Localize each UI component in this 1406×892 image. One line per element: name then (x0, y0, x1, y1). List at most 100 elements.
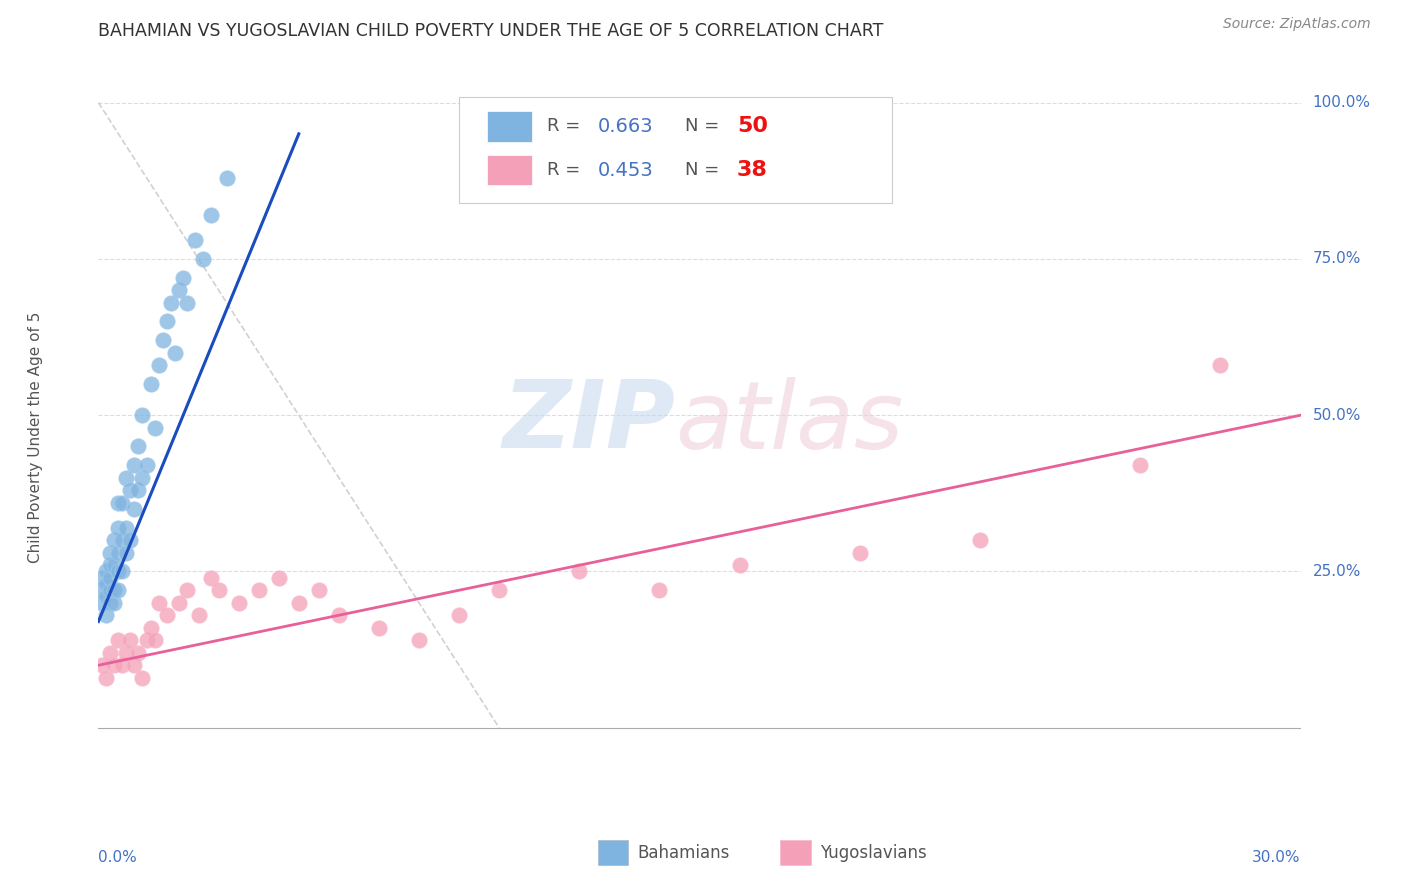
Point (408, 633, 430, 648)
Point (124, 658, 146, 673)
FancyBboxPatch shape (458, 97, 891, 203)
Point (176, 295, 198, 310)
Text: 0.453: 0.453 (598, 161, 652, 179)
Point (969, 533, 991, 548)
Point (368, 621, 391, 635)
Point (111, 565, 134, 579)
Text: N =: N = (685, 117, 725, 136)
Point (91, 571, 114, 585)
Point (91, 658, 114, 673)
Point (100, 646, 122, 660)
Point (96, 577, 118, 591)
Point (135, 458, 157, 473)
Point (447, 608, 470, 623)
Point (100, 558, 122, 573)
Text: 75.0%: 75.0% (1313, 252, 1361, 267)
Point (111, 533, 134, 548)
Point (288, 596, 311, 610)
Text: atlas: atlas (675, 377, 904, 468)
Point (120, 533, 142, 548)
Point (115, 646, 138, 660)
Point (215, 170, 238, 185)
Text: Yugoslavians: Yugoslavians (820, 844, 927, 862)
Text: 50: 50 (737, 116, 768, 136)
Point (103, 596, 125, 610)
Point (172, 270, 194, 285)
Point (96, 565, 118, 579)
Point (728, 558, 751, 573)
Point (328, 608, 350, 623)
Point (124, 502, 146, 516)
Text: BAHAMIAN VS YUGOSLAVIAN CHILD POVERTY UNDER THE AGE OF 5 CORRELATION CHART: BAHAMIAN VS YUGOSLAVIAN CHILD POVERTY UN… (98, 22, 884, 40)
Point (267, 571, 290, 585)
Point (115, 521, 138, 535)
Text: R =: R = (547, 161, 586, 179)
Bar (486, 154, 533, 186)
Point (128, 646, 150, 660)
Point (111, 658, 134, 673)
Point (103, 558, 125, 573)
Point (308, 583, 330, 598)
Point (107, 546, 129, 560)
Point (191, 252, 214, 266)
Text: 0.663: 0.663 (598, 117, 652, 136)
Point (107, 633, 129, 648)
Point (131, 671, 153, 685)
Point (100, 546, 122, 560)
Point (152, 333, 174, 347)
Point (111, 496, 134, 510)
Text: 25.0%: 25.0% (1313, 564, 1361, 579)
Point (91, 596, 114, 610)
Point (849, 546, 872, 560)
Point (120, 483, 142, 498)
Point (228, 596, 250, 610)
Point (96, 590, 118, 604)
Point (187, 608, 209, 623)
Point (159, 295, 181, 310)
Point (183, 233, 205, 247)
Point (128, 440, 150, 454)
Point (155, 608, 177, 623)
Point (103, 533, 125, 548)
Point (131, 471, 153, 485)
Point (100, 571, 122, 585)
Point (155, 314, 177, 328)
Point (115, 546, 138, 560)
Text: Source: ZipAtlas.com: Source: ZipAtlas.com (1223, 17, 1371, 31)
Point (648, 583, 671, 598)
Point (143, 420, 166, 434)
Text: 100.0%: 100.0% (1313, 95, 1371, 110)
Point (247, 583, 270, 598)
Point (107, 521, 129, 535)
Point (103, 583, 125, 598)
Point (568, 565, 591, 579)
Point (107, 496, 129, 510)
Point (148, 596, 170, 610)
Text: 50.0%: 50.0% (1313, 408, 1361, 423)
Text: Bahamians: Bahamians (637, 844, 730, 862)
Point (208, 583, 231, 598)
Point (103, 658, 125, 673)
Text: Child Poverty Under the Age of 5: Child Poverty Under the Age of 5 (28, 311, 44, 563)
Text: ZIP: ZIP (502, 376, 675, 468)
Point (176, 583, 198, 598)
Point (488, 583, 510, 598)
Point (91, 583, 114, 598)
Point (107, 583, 129, 598)
Point (139, 621, 162, 635)
Point (167, 283, 190, 297)
Point (135, 633, 157, 648)
Text: 30.0%: 30.0% (1253, 850, 1301, 865)
Text: 0.0%: 0.0% (98, 850, 138, 865)
Point (100, 596, 122, 610)
Point (1129, 458, 1152, 473)
Text: R =: R = (547, 117, 586, 136)
Point (100, 583, 122, 598)
Point (200, 208, 222, 222)
Text: 38: 38 (737, 160, 768, 180)
Point (96, 671, 118, 685)
Point (128, 483, 150, 498)
Point (124, 458, 146, 473)
Bar (486, 111, 533, 142)
Point (148, 358, 170, 372)
